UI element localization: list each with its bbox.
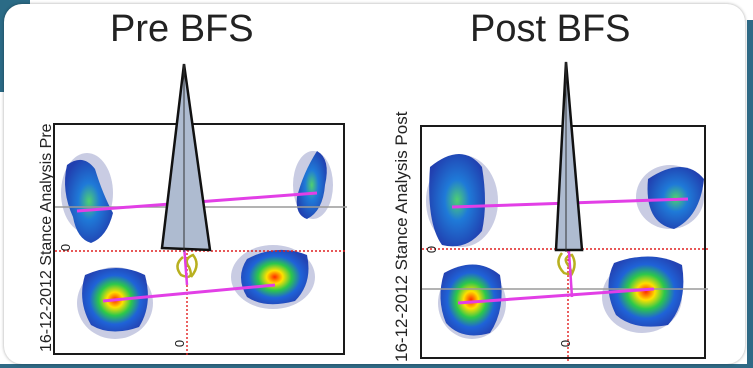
pressure-heatmap-icon [241,249,309,305]
side-label-post: 16-12-2012 Stance Analysis Post [392,111,411,362]
slide-bottom-edge [0,364,753,368]
slide-right-edge [747,20,753,368]
trajectory-line-bottom [457,287,655,305]
zero-label-pre-x: 0 [172,339,188,348]
zero-label-pre-y: 0 [58,243,74,252]
trajectory-line-bottom [102,283,276,303]
title-pre: Pre BFS [110,8,254,50]
pressure-heatmap-icon [440,264,502,336]
pressure-heatmap-icon [296,151,327,219]
force-wedge-icon [160,63,212,252]
cop-trace [557,252,576,278]
pressure-heatmap-icon [608,256,684,327]
zero-label-post-x: 0 [558,339,574,348]
cop-trace [176,253,198,278]
stance-plot-post [422,127,708,361]
title-post: Post BFS [470,8,631,50]
force-wedge-icon [554,61,584,252]
pressure-heatmap-icon [65,159,113,243]
pressure-heatmap-icon [429,154,485,247]
stance-panel-pre [53,123,347,357]
zero-label-post-y: 0 [424,245,440,254]
stance-plot-pre [55,125,347,357]
side-label-pre: 16-12-2012 Stance Analysis Pre [38,123,55,352]
